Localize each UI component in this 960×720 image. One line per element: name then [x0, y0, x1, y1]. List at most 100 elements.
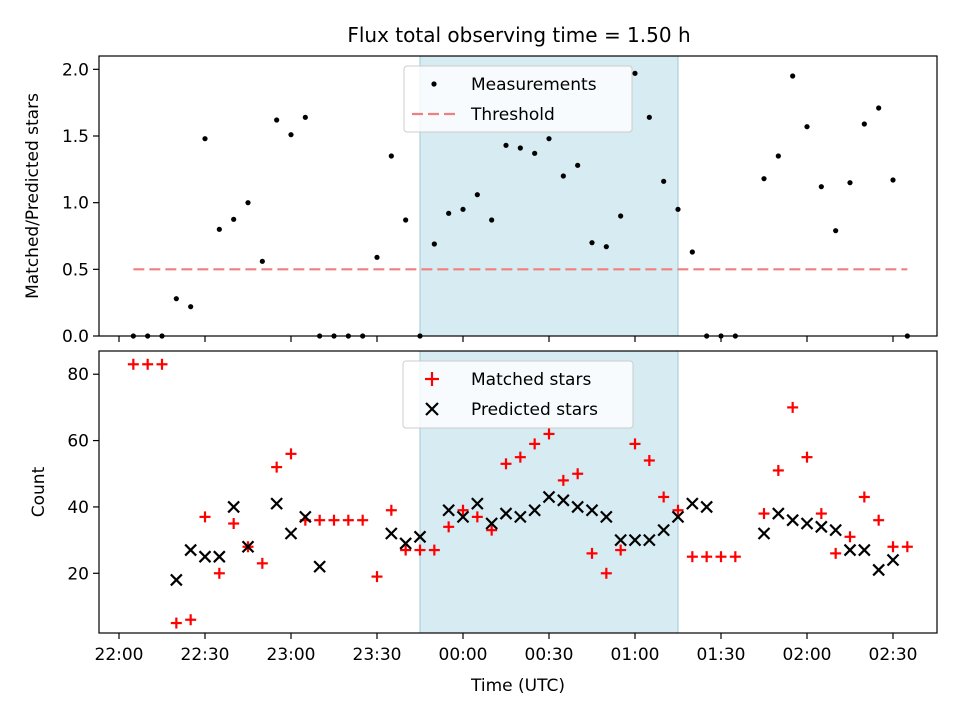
matched-point [328, 514, 340, 526]
predicted-point [600, 510, 613, 524]
predicted-point [227, 500, 240, 514]
predicted-point [184, 543, 197, 557]
count-x-ticks: 22:00 22:30 23:00 23:30 00:00 00:30 01:00 01:30… [95, 633, 918, 665]
predicted-point [241, 540, 255, 554]
matched-point [887, 541, 899, 553]
predicted-point [614, 533, 627, 547]
matched-point [701, 551, 713, 563]
matched-point [801, 451, 813, 463]
x-tick-label: 23:30 [353, 645, 402, 665]
ratio-frame [98, 55, 938, 337]
x-tick-label: 02:00 [783, 645, 832, 665]
predicted-point [528, 503, 541, 517]
predicted-point [571, 500, 584, 514]
count-y-ticks: 20 40 60 80 [67, 365, 99, 584]
predicted-point [399, 537, 412, 550]
measurement-point [560, 173, 566, 179]
matched-point [213, 567, 225, 579]
predicted-point [872, 563, 885, 577]
predicted-point [413, 530, 427, 544]
measurement-point [231, 216, 237, 222]
x-tick-label: 22:30 [181, 645, 230, 665]
measurement-point [532, 150, 538, 156]
matched-point [557, 474, 569, 486]
matched-points [127, 358, 913, 629]
predicted-point [886, 553, 900, 567]
predicted-point [585, 503, 599, 517]
legend-threshold: Threshold [470, 105, 555, 125]
measurement-point [833, 228, 839, 234]
measurement-point [575, 162, 581, 168]
matched-point [414, 544, 426, 556]
matched-point [629, 438, 641, 450]
measurement-point [374, 254, 380, 260]
measurement-point [675, 206, 681, 212]
predicted-point [671, 510, 685, 524]
measurement-point [775, 153, 781, 159]
matched-point [271, 461, 283, 473]
matched-point [443, 521, 455, 533]
measurement-point [474, 192, 480, 198]
predicted-point [499, 507, 513, 520]
measurement-point [431, 241, 437, 247]
matched-point [787, 401, 799, 413]
measurement-point [302, 114, 308, 120]
measurement-point [661, 178, 667, 184]
measurement-point [603, 244, 609, 250]
matched-point [901, 541, 913, 553]
legend-measurement-marker [431, 81, 437, 87]
predicted-point [557, 494, 570, 507]
ratio-panel: 0.00.51.01.52.0 Matched/Predicted stars … [23, 55, 938, 347]
predicted-point [628, 533, 642, 547]
measurement-point [403, 217, 409, 223]
matched-point [486, 524, 498, 536]
measurement-point [546, 136, 552, 142]
x-axis-label: Time (UTC) [470, 676, 565, 696]
measurement-point [818, 184, 824, 190]
y-tick-label: 80 [67, 365, 89, 385]
measurement-point [503, 142, 509, 148]
x-tick-label: 23:00 [267, 645, 316, 665]
y-tick-label: 0.5 [62, 260, 89, 280]
ratio-legend: Measurements Threshold [403, 65, 633, 133]
measurement-point [188, 304, 194, 310]
predicted-point [170, 573, 183, 587]
matched-point [572, 468, 584, 480]
y-tick-label: 20 [67, 564, 89, 584]
predicted-point [270, 497, 283, 510]
matched-point [873, 514, 885, 526]
matched-point [385, 504, 397, 516]
predicted-point [815, 520, 828, 534]
matched-point [600, 567, 612, 579]
predicted-point [198, 550, 212, 563]
matched-point [830, 547, 842, 559]
matched-point [457, 504, 469, 516]
x-tick-label: 01:00 [611, 645, 660, 665]
y-tick-label: 1.0 [62, 194, 89, 214]
matched-point [471, 511, 483, 523]
x-tick-label: 22:00 [95, 645, 144, 665]
predicted-point [757, 527, 771, 540]
y-tick-label: 40 [67, 498, 89, 518]
matched-point [185, 614, 197, 626]
predicted-point [686, 497, 699, 510]
x-tick-label: 01:30 [697, 645, 746, 665]
x-tick-label: 02:30 [869, 645, 918, 665]
measurement-point [446, 210, 452, 216]
predicted-point [843, 543, 857, 557]
matched-point [686, 551, 698, 563]
predicted-point [786, 513, 799, 527]
measurement-point [847, 180, 853, 186]
measurement-point [761, 176, 767, 182]
predicted-point [657, 523, 670, 537]
matched-point [228, 518, 240, 530]
measurement-point [861, 121, 867, 127]
predicted-point [284, 527, 298, 540]
predicted-point [213, 550, 226, 563]
measurement-point [245, 200, 251, 206]
count-legend: Matched stars Predicted stars [402, 360, 634, 429]
measurement-point [517, 145, 523, 151]
matched-point [758, 508, 770, 520]
matched-point [729, 551, 741, 563]
matched-point [199, 511, 211, 523]
